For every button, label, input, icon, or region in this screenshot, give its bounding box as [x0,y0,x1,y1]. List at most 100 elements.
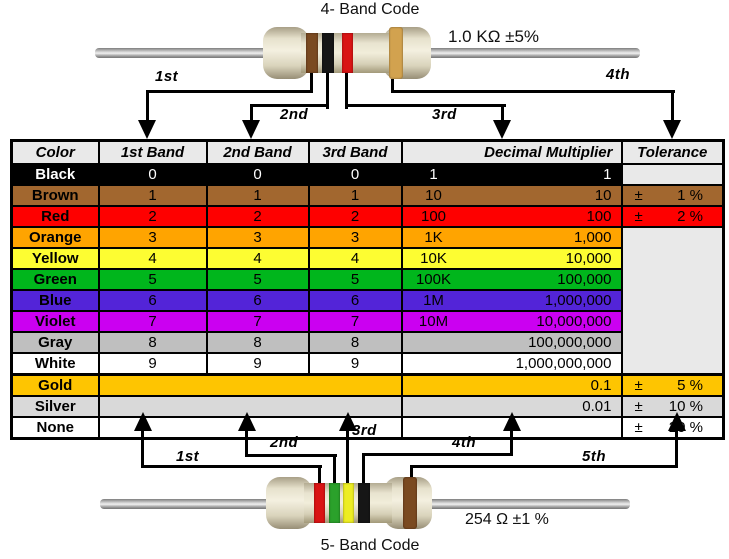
color-cell: Red [10,205,100,228]
plus-minus-sign: ± [634,398,643,415]
tolerance-cell: ±10 % [620,395,725,418]
multiplier-abbr: 100 [420,208,447,225]
four-band-value: 1.0 KΩ ±5% [448,27,540,46]
multiplier-value: 100 [586,208,612,225]
bottom-arrow-label-3rd: 3rd [352,422,377,439]
table-row-gold: Gold 0.1 ±5 % [10,373,725,397]
band-1-cell: 2 [97,205,208,228]
arrow-up-icon [238,412,256,431]
multiplier-cell: 10K 10,000 [400,247,623,270]
multiplier-value: 10,000,000 [536,313,612,330]
table-row-blue: Blue 6 6 6 1M 1,000,000 [10,289,724,312]
color-code-table-grid: Color 1st Band 2nd Band 3rd Band Decimal Mul… [10,139,725,440]
bottom-arrow-label-2nd: 2nd [270,434,299,451]
tolerance-cell: ±1 % [620,184,725,207]
multiplier-abbr: 10 [425,187,442,204]
band-red [314,483,325,523]
band-2-cell: 6 [205,289,310,312]
band-2-cell: 2 [205,205,310,228]
table-row-white: White 9 9 9 1,000,000,000 [10,352,724,376]
band-black [322,33,334,73]
multiplier-abbr: 1 [429,166,438,183]
color-cell: Silver [10,395,100,418]
band-2-cell: 5 [205,268,310,291]
table-row-violet: Violet 7 7 7 10M 10,000,000 [10,310,724,333]
five-band-title: 5- Band Code [320,537,420,554]
color-cell: Violet [10,310,100,333]
multiplier-value: 10,000 [565,250,612,267]
band-1-cell: 0 [97,163,208,186]
color-cell: Orange [10,226,100,249]
band-3-cell: 0 [307,163,403,186]
band-3-cell: 1 [307,184,403,207]
band-2-cell: 0 [205,163,310,186]
multiplier-cell: 1M 1,000,000 [400,289,623,312]
band-1-cell: 3 [97,226,208,249]
column-header-1st-band: 1st Band [97,139,208,165]
multiplier-value: 1,000 [573,229,612,246]
multiplier-value: 1,000,000,000 [515,355,612,372]
band-2-cell: 9 [205,352,310,376]
tolerance-value: 5 % [677,377,703,394]
top-arrow-label-1st: 1st [155,68,179,85]
top-arrow-label-4th: 4th [606,66,630,83]
arrow-down-icon [493,120,511,139]
band-2-cell: 8 [205,331,310,354]
multiplier-value: 0.01 [582,398,612,415]
color-cell: Blue [10,289,100,312]
color-code-table: Color 1st Band 2nd Band 3rd Band Decimal Mul… [10,139,725,440]
band-3-cell: 5 [307,268,403,291]
table-row-black: Black 0 0 0 1 1 [10,163,725,186]
four-band-title: 4- Band Code [320,1,420,18]
arrow-down-icon [663,120,681,139]
bands-merged-cell [97,395,403,418]
band-3-cell: 3 [307,226,403,249]
bands-merged-cell [97,373,403,397]
band-2-cell: 7 [205,310,310,333]
color-cell: None [10,416,100,440]
arrow-up-icon [668,412,686,431]
multiplier-value: 1,000,000 [544,292,612,309]
color-cell: White [10,352,100,376]
tolerance-empty-cell [620,226,725,376]
multiplier-abbr: 100K [415,271,452,288]
column-header-decimal-multiplier: Decimal Multiplier [400,139,623,165]
tolerance-cell: ±2 % [620,205,725,228]
table-row-orange: Orange 3 3 3 1K 1,000 [10,226,725,376]
band-2-cell: 3 [205,226,310,249]
arrow-down-icon [242,120,260,139]
column-header-color: Color [10,139,100,165]
top-arrow-label-2nd: 2nd [280,106,309,123]
table-row-gray: Gray 8 8 8 100,000,000 [10,331,724,354]
multiplier-value: 0.1 [590,377,612,394]
band-black [358,483,370,523]
arrow-up-icon [339,412,357,431]
tolerance-value: 1 % [677,187,703,204]
arrow-up-icon [503,412,521,431]
table-row-green: Green 5 5 5 100K 100,000 [10,268,724,291]
band-1-cell: 8 [97,331,208,354]
band-3-cell: 2 [307,205,403,228]
table-row-red: Red 2 2 2 100 100 ±2 % [10,205,725,228]
tolerance-value: 2 % [677,208,703,225]
band-1-cell: 1 [97,184,208,207]
plus-minus-sign: ± [634,208,643,225]
plus-minus-sign: ± [634,377,643,394]
color-cell: Gold [10,373,100,397]
color-cell: Black [10,163,100,186]
band-brown [306,33,318,73]
multiplier-value: 1 [603,166,612,183]
multiplier-value: 100,000,000 [528,334,612,351]
plus-minus-sign: ± [634,419,643,436]
table-row-yellow: Yellow 4 4 4 10K 10,000 [10,247,724,270]
five-band-value: 254 Ω ±1 % [465,511,549,528]
band-3-cell: 9 [307,352,403,376]
band-gold [389,27,403,79]
band-yellow [343,483,354,523]
multiplier-cell: 10 10 [400,184,623,207]
band-3-cell: 4 [307,247,403,270]
band-1-cell: 9 [97,352,208,376]
band-2-cell: 4 [205,247,310,270]
band-1-cell: 5 [97,268,208,291]
